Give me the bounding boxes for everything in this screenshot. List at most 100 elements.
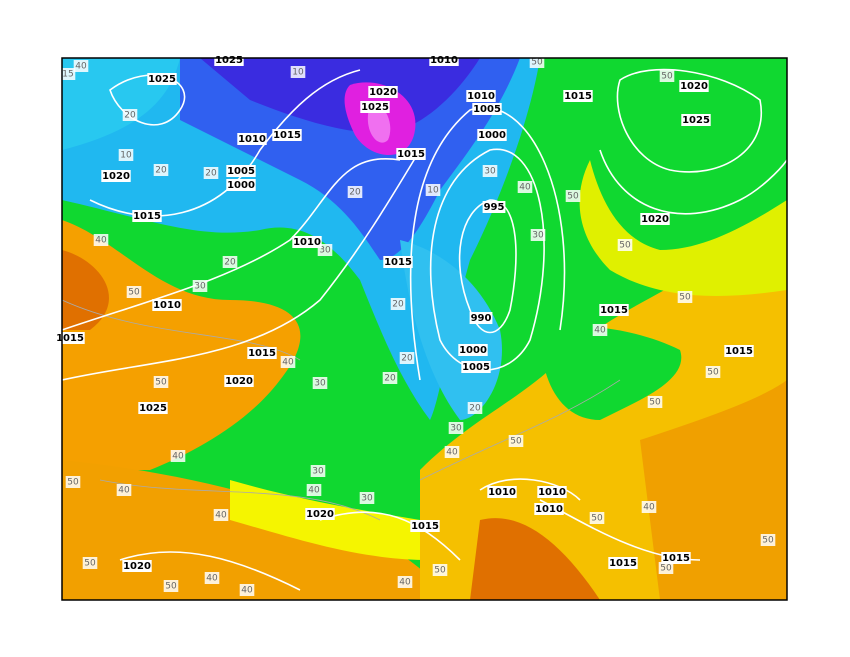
thickness-label: 50 — [155, 378, 167, 388]
thickness-label: 20 — [401, 354, 413, 364]
isobar-label: 1000 — [459, 345, 487, 356]
thickness-label: 50 — [762, 536, 774, 546]
thickness-label: 40 — [519, 183, 531, 193]
label-box — [399, 352, 415, 364]
thickness-label: 50 — [679, 293, 691, 303]
thickness-label: 50 — [661, 72, 673, 82]
thickness-label: 40 — [594, 326, 606, 336]
thickness-label: 10 — [120, 151, 132, 161]
label-box — [152, 299, 182, 311]
label-box — [101, 170, 131, 182]
thickness-label: 50 — [128, 288, 140, 298]
label-box — [163, 580, 179, 592]
thickness-field — [62, 58, 787, 600]
thickness-label: 50 — [619, 241, 631, 251]
label-box — [368, 86, 398, 98]
label-box — [534, 503, 564, 515]
isobar-label: 1015 — [725, 346, 753, 357]
label-box — [237, 133, 267, 145]
label-box — [192, 280, 208, 292]
thickness-label: 20 — [384, 374, 396, 384]
label-box — [458, 344, 488, 356]
thickness-label: 30 — [314, 379, 326, 389]
isobar-label: 1000 — [227, 180, 255, 191]
label-box — [529, 56, 545, 68]
label-box — [466, 90, 496, 102]
isobar-label: 1025 — [682, 115, 710, 126]
thickness-label: 30 — [194, 282, 206, 292]
label-box — [432, 564, 448, 576]
thickness-label: 30 — [319, 246, 331, 256]
isobar-label: 1020 — [306, 509, 334, 520]
label-box — [448, 422, 464, 434]
thickness-label: 50 — [567, 192, 579, 202]
thickness-label: 50 — [67, 478, 79, 488]
isobar-label: 1015 — [564, 91, 592, 102]
thickness-label: 40 — [75, 62, 87, 72]
label-box — [204, 572, 220, 584]
label-box — [647, 396, 663, 408]
label-box — [563, 90, 593, 102]
isobar-label: 1020 — [641, 214, 669, 225]
label-box — [530, 229, 546, 241]
label-box — [397, 576, 413, 588]
label-box — [226, 165, 256, 177]
thickness-label: 30 — [361, 494, 373, 504]
isobar-label: 1020 — [369, 87, 397, 98]
thickness-label: 40 — [241, 586, 253, 596]
label-box — [222, 256, 238, 268]
label-box — [617, 239, 633, 251]
label-box — [760, 534, 776, 546]
thickness-label: 20 — [349, 188, 361, 198]
label-box — [153, 376, 169, 388]
label-box — [122, 560, 152, 572]
isobar-label: 1015 — [662, 553, 690, 564]
label-box — [472, 103, 502, 115]
thickness-label: 50 — [591, 514, 603, 524]
label-box — [170, 450, 186, 462]
label-box — [247, 347, 277, 359]
thickness-label: 30 — [450, 424, 462, 434]
isobar-label: 1020 — [102, 171, 130, 182]
thickness-label: 50 — [84, 559, 96, 569]
label-box — [65, 476, 81, 488]
label-box — [213, 509, 229, 521]
label-box — [592, 324, 608, 336]
label-box — [153, 164, 169, 176]
thickness-label: 50 — [510, 437, 522, 447]
thickness-label: 15 — [62, 70, 73, 80]
label-box — [425, 184, 441, 196]
label-box — [203, 167, 219, 179]
thickness-label: 40 — [215, 511, 227, 521]
isobar-label: 995 — [484, 202, 505, 213]
thickness-label: 40 — [643, 503, 655, 513]
thickness-label: 20 — [469, 404, 481, 414]
label-box — [383, 256, 413, 268]
isobar-label: 1020 — [225, 376, 253, 387]
label-box — [310, 465, 326, 477]
label-box — [681, 114, 711, 126]
isobar-label: 1010 — [153, 300, 181, 311]
thickness-label: 50 — [434, 566, 446, 576]
isobar-label: 1010 — [488, 487, 516, 498]
thickness-label: 40 — [206, 574, 218, 584]
label-box — [658, 562, 674, 574]
isobar-label: 1020 — [123, 561, 151, 572]
label-box — [73, 60, 89, 72]
label-box — [487, 486, 517, 498]
thickness-label: 50 — [531, 58, 543, 68]
label-box — [93, 234, 109, 246]
isobar-label: 1025 — [148, 74, 176, 85]
label-box — [608, 557, 638, 569]
isobar-label: 1010 — [535, 504, 563, 515]
label-box — [359, 492, 375, 504]
isobar-label: 1010 — [430, 55, 458, 66]
thickness-label: 20 — [392, 300, 404, 310]
thickness-label: 20 — [155, 166, 167, 176]
isobar-label: 1015 — [133, 211, 161, 222]
isobar-label: 1015 — [600, 305, 628, 316]
thickness-label: 30 — [312, 467, 324, 477]
thickness-label: 40 — [172, 452, 184, 462]
